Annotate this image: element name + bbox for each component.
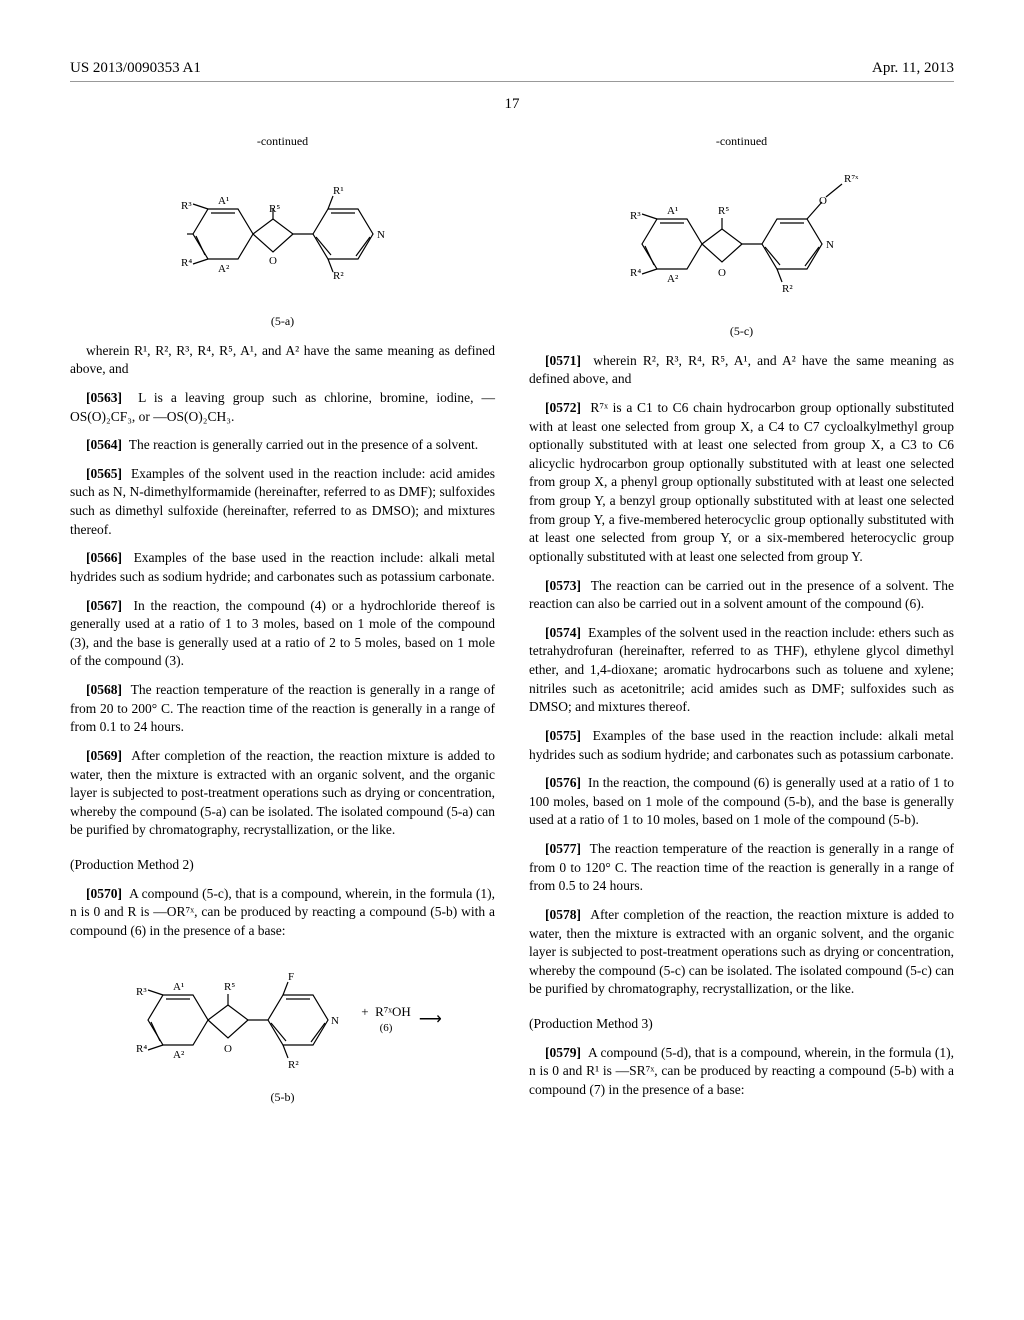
ptext: A compound (5-c), that is a compound, wh… (70, 886, 495, 938)
ptext: Examples of the solvent used in the reac… (70, 466, 495, 537)
para-0578: [0578] After completion of the reaction,… (529, 906, 954, 999)
svg-text:N: N (826, 239, 834, 251)
para-0579: [0579] A compound (5-d), that is a compo… (529, 1044, 954, 1100)
ptext: The reaction temperature of the reaction… (529, 841, 954, 893)
svg-text:O: O (819, 195, 827, 207)
svg-text:O: O (718, 267, 726, 279)
svg-text:A¹: A¹ (173, 981, 184, 993)
para-0567: [0567] In the reaction, the compound (4)… (70, 597, 495, 672)
para-0564: [0564] The reaction is generally carried… (70, 436, 495, 455)
para-0563: [0563] L is a leaving group such as chlo… (70, 389, 495, 426)
svg-text:R¹: R¹ (333, 185, 344, 197)
svg-text:R²: R² (333, 270, 344, 282)
continued-label-r: -continued (529, 133, 954, 150)
svg-text:R⁵: R⁵ (269, 203, 280, 215)
pnum: [0578] (545, 907, 581, 922)
continued-label: -continued (70, 133, 495, 150)
pnum: [0570] (86, 886, 122, 901)
ptext: In the reaction, the compound (4) or a h… (70, 598, 495, 669)
page-number: 17 (70, 96, 954, 113)
ptext: L is a leaving group such as chlorine, b… (70, 390, 495, 424)
plus-sign: + (361, 1004, 368, 1019)
structure-5c: R³ R⁴ A¹ A² R⁵ O O R⁷ˣ R² N (529, 164, 954, 320)
pnum: [0564] (86, 437, 122, 452)
ptext: The reaction temperature of the reaction… (70, 682, 495, 734)
pnum: [0569] (86, 748, 122, 763)
svg-text:R³: R³ (630, 210, 641, 222)
svg-text:R⁵: R⁵ (718, 205, 729, 217)
para-0569: [0569] After completion of the reaction,… (70, 747, 495, 840)
pnum: [0572] (545, 400, 581, 415)
para-0574: [0574] Examples of the solvent used in t… (529, 624, 954, 717)
ptext: A compound (5-d), that is a compound, wh… (529, 1045, 954, 1097)
left-column: -continued (70, 133, 495, 1117)
para-0575: [0575] Examples of the base used in the … (529, 727, 954, 764)
para-0565: [0565] Examples of the solvent used in t… (70, 465, 495, 540)
ptext: After completion of the reaction, the re… (70, 748, 495, 838)
structure-5b-label: (5-b) (70, 1089, 495, 1106)
para-0573: [0573] The reaction can be carried out i… (529, 577, 954, 614)
svg-text:R⁴: R⁴ (136, 1043, 147, 1055)
ptext: R⁷ˣ is a C1 to C6 chain hydrocarbon grou… (529, 400, 954, 564)
pnum: [0563] (86, 390, 122, 405)
svg-text:F: F (288, 971, 294, 983)
ptext: Examples of the base used in the reactio… (529, 728, 954, 762)
svg-text:R⁷ˣ: R⁷ˣ (844, 173, 859, 185)
para-0566: [0566] Examples of the base used in the … (70, 549, 495, 586)
svg-text:R²: R² (288, 1059, 299, 1071)
svg-text:A¹: A¹ (218, 195, 229, 207)
doc-date: Apr. 11, 2013 (872, 60, 954, 77)
para-wherein: wherein R¹, R², R³, R⁴, R⁵, A¹, and A² h… (70, 342, 495, 379)
ptext: After completion of the reaction, the re… (529, 907, 954, 997)
svg-text:R³: R³ (136, 986, 147, 998)
structure-5a-label: (5-a) (70, 313, 495, 330)
para-0570: [0570] A compound (5-c), that is a compo… (70, 885, 495, 941)
right-column: -continued (529, 133, 954, 1117)
para-0571: [0571] wherein R², R³, R⁴, R⁵, A¹, and A… (529, 352, 954, 389)
reaction-arrow-icon: ⟶ (419, 1009, 442, 1031)
svg-text:N: N (377, 229, 385, 241)
pnum: [0571] (545, 353, 581, 368)
pnum: [0576] (545, 775, 581, 790)
pnum: [0573] (545, 578, 581, 593)
svg-text:A²: A² (218, 263, 230, 275)
ptext: In the reaction, the compound (6) is gen… (529, 775, 954, 827)
ptext: Examples of the base used in the reactio… (70, 550, 495, 584)
svg-text:R²: R² (782, 283, 793, 295)
structure-5b-reaction: R³ R⁴ A¹ A² R⁵ O F R² N + (70, 955, 495, 1085)
doc-id: US 2013/0090353 A1 (70, 60, 201, 77)
compound-6-text: R⁷ˣOH (375, 1004, 411, 1019)
pnum: [0579] (545, 1045, 581, 1060)
svg-text:R⁴: R⁴ (630, 267, 641, 279)
svg-text:R³: R³ (181, 200, 192, 212)
pnum: [0565] (86, 466, 122, 481)
svg-text:R⁴: R⁴ (181, 257, 192, 269)
para-0568: [0568] The reaction temperature of the r… (70, 681, 495, 737)
pnum: [0577] (545, 841, 581, 856)
svg-text:O: O (269, 255, 277, 267)
pnum: [0566] (86, 550, 122, 565)
svg-text:O: O (224, 1043, 232, 1055)
pnum: [0568] (86, 682, 122, 697)
ptext: Examples of the solvent used in the reac… (529, 625, 954, 715)
structure-5c-label: (5-c) (529, 323, 954, 340)
structure-5a: R³ R⁴ A¹ A² R⁵ O R¹ R² N (70, 164, 495, 310)
pnum: [0567] (86, 598, 122, 613)
compound-6-label: (6) (361, 1021, 411, 1036)
svg-text:N: N (331, 1015, 339, 1027)
svg-text:A¹: A¹ (667, 205, 678, 217)
para-0576: [0576] In the reaction, the compound (6)… (529, 774, 954, 830)
para-0577: [0577] The reaction temperature of the r… (529, 840, 954, 896)
para-0572: [0572] R⁷ˣ is a C1 to C6 chain hydrocarb… (529, 399, 954, 567)
ptext: wherein R², R³, R⁴, R⁵, A¹, and A² have … (529, 353, 954, 387)
production-method-3: (Production Method 3) (529, 1015, 954, 1034)
pnum: [0575] (545, 728, 581, 743)
svg-text:A²: A² (667, 273, 679, 285)
ptext: The reaction is generally carried out in… (129, 437, 478, 452)
svg-text:R⁵: R⁵ (224, 981, 235, 993)
production-method-2: (Production Method 2) (70, 856, 495, 875)
ptext: The reaction can be carried out in the p… (529, 578, 954, 612)
svg-text:A²: A² (173, 1049, 185, 1061)
pnum: [0574] (545, 625, 581, 640)
